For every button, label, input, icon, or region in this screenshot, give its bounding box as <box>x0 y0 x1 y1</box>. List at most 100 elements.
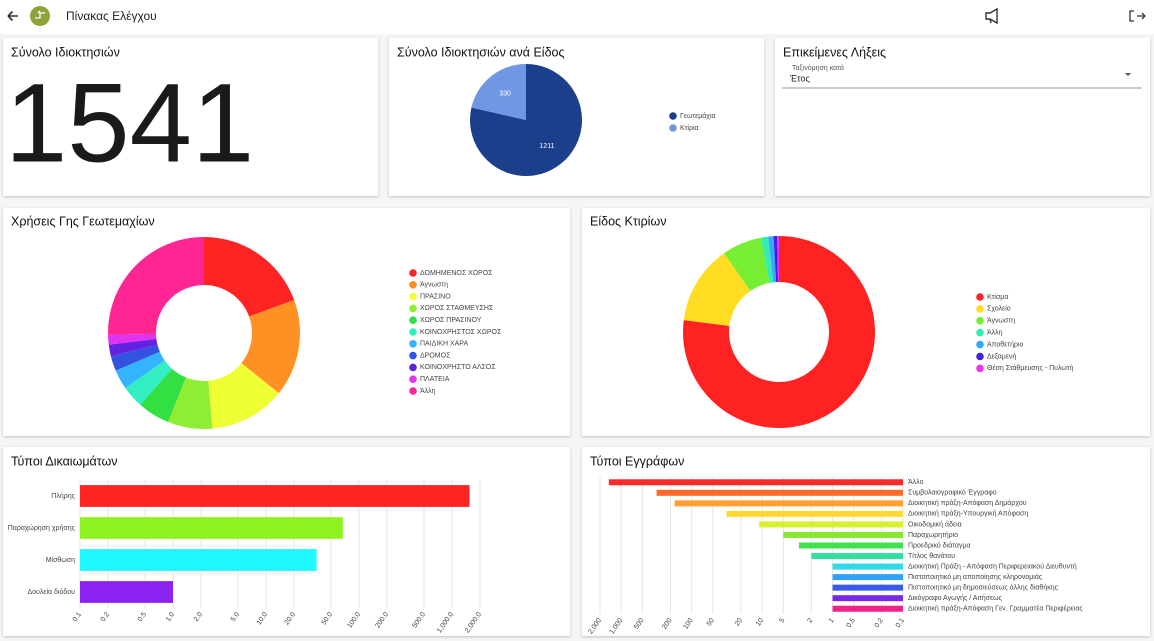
card <box>582 447 1150 636</box>
logout-button[interactable] <box>1129 10 1146 22</box>
y-tick-label: Οικοδομική άδεια <box>908 520 962 528</box>
y-tick-label: Δικόγραφο Αγωγής / Αιτήσεως <box>908 594 1003 602</box>
legend-marker <box>976 317 984 325</box>
x-tick-label: 0.2 <box>100 611 111 623</box>
x-tick-label: 0.5 <box>137 611 148 623</box>
legend-label: Κτίσμα <box>987 293 1008 301</box>
y-tick-label: Παραχώρηση χρήσης <box>8 524 76 532</box>
legend-marker <box>409 316 417 325</box>
legend-marker <box>409 269 417 277</box>
slice <box>115 351 165 389</box>
y-tick-label: Δουλεία διόδου <box>27 588 75 596</box>
y-tick-label: Διοικητική πράξη-Απόφαση Δημάρχου <box>908 499 1027 507</box>
slice <box>724 237 770 291</box>
y-tick-label: Μίσθωση <box>46 556 75 564</box>
slice <box>773 236 779 283</box>
slice <box>471 64 526 120</box>
bar <box>608 479 903 486</box>
y-tick-label: Τίτλος θανάτου <box>908 552 955 560</box>
bar <box>798 542 903 549</box>
logo-icon <box>35 10 45 19</box>
slice <box>683 236 876 428</box>
slice <box>108 333 157 345</box>
card-title: Επικείμενες Λήξεις <box>783 45 886 59</box>
card-title: Σύνολο Ιδιοκτησιών ανά Είδος <box>397 45 565 59</box>
legend-marker <box>976 340 984 349</box>
bar <box>832 595 903 602</box>
legend-marker <box>409 351 417 360</box>
legend-label: ΔΟΜΗΜΕΝΟΣ ΧΩΡΟΣ <box>420 270 493 277</box>
slice <box>108 338 158 357</box>
page-title: Πίνακας Ελέγχου <box>66 9 157 23</box>
x-tick-label: 0.1 <box>895 617 906 629</box>
card-title: Τύποι Εγγράφων <box>590 454 684 468</box>
card-title: Χρήσεις Γης Γεωτεμαχίων <box>11 214 155 228</box>
card <box>3 38 378 196</box>
select-value[interactable]: Έτος <box>789 73 810 83</box>
legend-marker <box>409 363 417 372</box>
y-tick-label: Πλήρης <box>51 493 75 500</box>
legend-label: ΠΛΑΤΕΙΑ <box>420 376 450 383</box>
bar <box>80 485 470 507</box>
y-tick-label: Διοικητική πράξη-Απόφαση Γεν. Γραμματέα … <box>908 605 1083 613</box>
legend-label: ΚΟΙΝΟΧΡΗΣΤΟ ΑΛΣΟΣ <box>420 364 496 371</box>
slice <box>768 236 777 283</box>
bar <box>832 605 903 612</box>
bar <box>656 489 903 496</box>
x-tick-label: 1 <box>828 617 836 624</box>
y-tick-label: Άλλο <box>908 479 924 486</box>
y-tick-label: Προεδρικό διάταγμα <box>908 541 971 549</box>
legend-label: Κτίρια <box>680 124 699 132</box>
legend-label: Θέση Στάθμευσης - Πυλωτή <box>987 364 1074 372</box>
legend-label: Άλλη <box>420 388 436 395</box>
y-tick-label: Διοικητική Πράξη - Απόφαση Περιφερειακού… <box>908 562 1077 570</box>
back-button[interactable] <box>7 10 18 22</box>
legend-label: Δεξαμενή <box>987 353 1016 360</box>
bar <box>726 510 903 517</box>
bar <box>832 563 903 570</box>
y-tick-label: Παραχωρητήριο <box>908 532 958 539</box>
bar <box>832 574 903 581</box>
x-tick-label: 5 <box>778 617 786 624</box>
legend-label: Άγνωστη <box>420 282 448 289</box>
total-value: 1541 <box>5 61 254 186</box>
legend-label: ΠΑΙΔΙΚΗ ΧΑΡΑ <box>420 341 468 348</box>
x-tick-label: 5.0 <box>230 611 241 623</box>
slice <box>168 377 213 429</box>
x-tick-label: 2 <box>807 617 815 624</box>
bar <box>783 531 903 538</box>
legend-label: Αποθετήριο <box>987 341 1024 348</box>
legend-marker <box>669 124 677 132</box>
select-label: Ταξινόμηση κατά <box>792 64 844 72</box>
x-tick-label: 10 <box>755 617 765 627</box>
announcements-button[interactable] <box>985 7 998 25</box>
legend-marker <box>976 293 984 301</box>
select-arrow[interactable] <box>1125 73 1131 76</box>
slice <box>777 236 779 283</box>
legend-marker <box>409 292 417 301</box>
bar <box>832 584 903 591</box>
card <box>3 447 570 636</box>
legend-marker <box>409 281 417 289</box>
bar <box>759 521 903 528</box>
legend-marker <box>976 352 984 361</box>
y-tick-label: Πιστοποιητικό μη αποποίησης κληρονομιάς <box>908 573 1043 581</box>
legend-label: Άλλη <box>987 330 1003 337</box>
x-tick-label: 0.5 <box>846 617 857 629</box>
legend-marker <box>409 387 417 395</box>
slice <box>760 236 774 283</box>
data-label: 330 <box>499 91 511 98</box>
legend-label: ΧΩΡΟΣ ΣΤΑΘΜΕΥΣΗΣ <box>420 305 494 312</box>
slice <box>125 360 173 405</box>
bar <box>811 553 903 560</box>
legend-marker <box>409 304 417 313</box>
legend-label: Γεωτεμάχια <box>680 112 716 120</box>
top-bar <box>0 0 1154 34</box>
bar <box>674 500 903 507</box>
legend-marker <box>409 375 417 384</box>
slice <box>110 344 160 371</box>
legend-marker <box>976 328 984 337</box>
x-tick-label: 1.0 <box>165 611 176 623</box>
bar <box>80 549 317 571</box>
bar <box>80 581 174 603</box>
